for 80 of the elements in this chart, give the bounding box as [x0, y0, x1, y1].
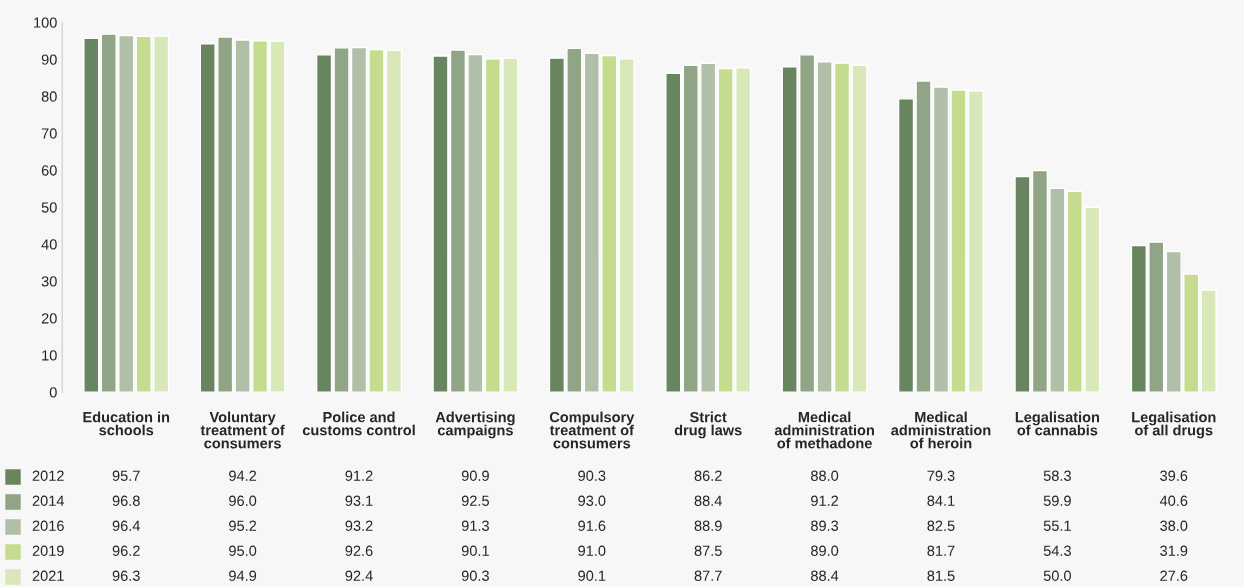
data-label: 96.0	[229, 495, 257, 506]
data-label: 96.4	[112, 520, 140, 531]
y-tick-label: 20	[41, 313, 57, 324]
data-label: 91.3	[461, 520, 489, 531]
data-label: 93.2	[345, 520, 373, 531]
data-label: 94.2	[229, 470, 257, 481]
data-label: 96.8	[112, 495, 140, 506]
data-label: 81.5	[927, 570, 955, 581]
data-label: 95.7	[112, 470, 140, 481]
y-tick-label: 70	[41, 128, 57, 139]
x-tick-label: Legalisation of cannabis	[1015, 411, 1100, 436]
bar	[83, 37, 100, 393]
x-tick-label: Advertising campaigns	[435, 411, 515, 439]
data-label: 89.3	[811, 520, 839, 531]
data-label: 93.1	[345, 495, 373, 506]
legend-label: 2016	[32, 520, 64, 531]
bar	[618, 58, 635, 393]
data-label: 87.7	[694, 570, 722, 581]
data-label: 55.1	[1043, 520, 1071, 531]
data-label: 91.2	[345, 470, 373, 481]
data-label: 89.0	[811, 545, 839, 556]
data-label: 95.0	[229, 545, 257, 556]
legend-label: 2021	[32, 570, 64, 581]
y-tick-label: 60	[41, 165, 57, 176]
data-label: 87.5	[694, 545, 722, 556]
data-label: 90.3	[461, 570, 489, 581]
x-tick-label: Legalisation of all drugs	[1132, 411, 1216, 439]
y-tick-label: 100	[34, 17, 57, 28]
data-label: 91.2	[811, 495, 839, 506]
data-label: 90.1	[578, 570, 606, 581]
x-tick-label: Medical administration of methadone	[774, 411, 874, 449]
bar	[665, 72, 682, 393]
data-label: 86.2	[694, 470, 722, 481]
data-label: 90.1	[461, 545, 489, 556]
data-label: 31.9	[1160, 545, 1188, 556]
data-label: 82.5	[927, 520, 955, 531]
y-tick-label: 90	[41, 54, 57, 65]
data-label: 88.0	[811, 470, 839, 481]
data-label: 59.9	[1043, 495, 1071, 506]
y-tick-label: 10	[42, 350, 57, 361]
data-label: 84.1	[927, 495, 955, 506]
y-tick-label: 0	[49, 387, 57, 398]
data-label: 88.9	[694, 520, 722, 531]
data-label: 27.6	[1160, 570, 1188, 581]
data-label: 91.0	[578, 545, 606, 556]
data-label: 96.3	[112, 570, 140, 581]
data-label: 93.0	[578, 495, 606, 506]
y-tick-label: 50	[41, 202, 57, 213]
x-tick-label: Voluntary treatment of consumers	[200, 411, 285, 449]
x-tick-label: Strict drug laws	[674, 411, 742, 439]
data-label: 95.2	[229, 520, 257, 531]
data-label: 92.5	[461, 495, 489, 506]
x-tick-label: Compulsory treatment of consumers	[549, 411, 635, 449]
data-label: 88.4	[694, 495, 722, 506]
data-label: 79.3	[927, 470, 955, 481]
data-label: 40.6	[1159, 495, 1188, 506]
bar	[1200, 289, 1217, 393]
y-tick-label: 40	[41, 239, 57, 250]
data-label: 38.0	[1160, 520, 1188, 531]
data-label: 92.4	[345, 570, 373, 581]
data-label: 54.3	[1043, 545, 1071, 556]
data-label: 50.0	[1043, 570, 1071, 581]
data-label: 90.3	[578, 470, 606, 481]
x-tick-label: Medical administration of heroin	[891, 411, 991, 449]
data-label: 90.9	[461, 470, 489, 481]
data-label: 81.7	[927, 545, 955, 556]
legend-label: 2014	[32, 495, 65, 506]
x-tick-label: Police and customs control	[302, 411, 415, 436]
data-label: 91.6	[578, 520, 606, 531]
data-label: 58.3	[1043, 470, 1071, 481]
data-label: 88.4	[811, 570, 839, 581]
y-tick-label: 30	[41, 276, 57, 287]
legend-label: 2019	[32, 545, 64, 556]
data-label: 92.6	[345, 545, 373, 556]
data-label: 96.2	[112, 545, 140, 556]
y-tick-label: 80	[41, 91, 57, 102]
data-label: 39.6	[1160, 470, 1188, 481]
data-label: 94.9	[229, 570, 257, 581]
legend-label: 2012	[32, 470, 64, 481]
x-tick-label: Education in schools	[83, 411, 170, 436]
